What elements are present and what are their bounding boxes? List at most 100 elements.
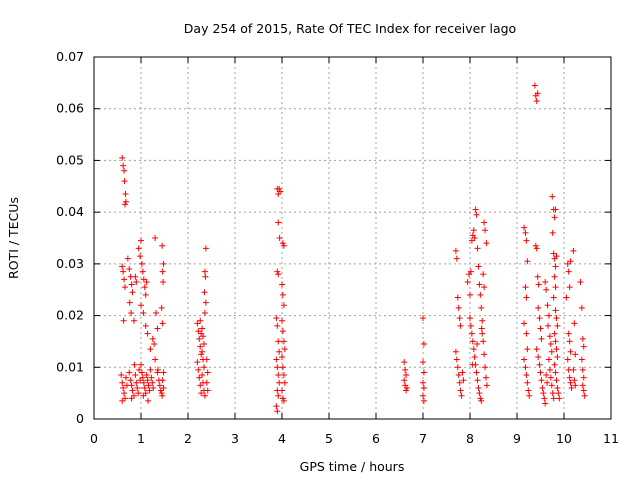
data-point bbox=[453, 255, 460, 262]
data-point bbox=[544, 379, 551, 386]
data-point bbox=[128, 309, 135, 316]
data-point bbox=[475, 384, 482, 391]
data-point bbox=[121, 390, 128, 397]
data-point bbox=[523, 330, 530, 337]
data-point bbox=[280, 372, 287, 379]
y-tick-label: 0.07 bbox=[56, 49, 84, 64]
data-point bbox=[579, 335, 586, 342]
data-point bbox=[538, 377, 545, 384]
data-point bbox=[578, 356, 585, 363]
data-point bbox=[120, 162, 127, 169]
y-axis-label: ROTI / TECUs bbox=[6, 197, 21, 279]
data-point bbox=[143, 372, 150, 379]
data-point bbox=[137, 377, 144, 384]
data-point bbox=[141, 284, 148, 291]
data-point bbox=[276, 348, 283, 355]
data-point bbox=[420, 359, 426, 366]
data-point bbox=[420, 379, 426, 386]
data-point bbox=[524, 258, 531, 265]
data-point bbox=[551, 361, 558, 368]
data-point bbox=[273, 315, 280, 322]
data-point bbox=[154, 325, 161, 332]
chart-title: Day 254 of 2015, Rate Of TEC Index for r… bbox=[184, 21, 516, 36]
data-point bbox=[420, 369, 427, 376]
data-point bbox=[554, 353, 561, 360]
data-point bbox=[121, 178, 128, 185]
data-point bbox=[137, 253, 144, 260]
data-point bbox=[565, 330, 572, 337]
y-tick-label: 0 bbox=[76, 411, 84, 426]
data-point bbox=[468, 330, 475, 337]
data-point bbox=[474, 245, 481, 252]
data-point bbox=[580, 387, 587, 394]
data-point bbox=[138, 302, 144, 309]
data-point bbox=[194, 320, 201, 327]
data-point bbox=[147, 346, 154, 353]
y-axis-tick-labels: 0 0.01 0.02 0.03 0.04 0.05 0.06 0.07 bbox=[56, 49, 84, 426]
data-point bbox=[279, 364, 286, 371]
data-point bbox=[531, 82, 538, 89]
data-point bbox=[533, 346, 540, 353]
x-tick-label: 11 bbox=[603, 431, 619, 446]
data-point bbox=[457, 322, 464, 329]
data-point bbox=[274, 408, 281, 415]
data-point bbox=[537, 369, 544, 376]
data-point bbox=[120, 384, 127, 391]
data-point bbox=[199, 348, 206, 355]
data-point bbox=[138, 361, 144, 368]
data-point bbox=[158, 304, 165, 311]
data-point bbox=[551, 214, 558, 221]
data-point bbox=[532, 242, 539, 249]
data-point bbox=[452, 348, 459, 355]
data-point bbox=[522, 284, 529, 291]
data-point bbox=[456, 315, 463, 322]
data-point bbox=[157, 387, 164, 394]
data-point bbox=[578, 304, 585, 311]
data-point bbox=[550, 294, 557, 301]
data-point bbox=[142, 322, 149, 329]
data-point bbox=[145, 397, 152, 404]
y-tick-label: 0.04 bbox=[56, 204, 84, 219]
data-point bbox=[553, 346, 560, 353]
data-point bbox=[546, 333, 553, 340]
data-point bbox=[567, 379, 574, 386]
data-point bbox=[154, 366, 161, 373]
data-point bbox=[568, 384, 575, 391]
data-point bbox=[475, 263, 482, 270]
data-point bbox=[273, 356, 280, 363]
data-point bbox=[159, 268, 166, 275]
data-point bbox=[133, 278, 140, 285]
data-point bbox=[279, 291, 286, 298]
data-point bbox=[401, 359, 408, 366]
data-point bbox=[280, 242, 287, 249]
data-point bbox=[131, 361, 138, 368]
data-point bbox=[525, 387, 532, 394]
data-point bbox=[200, 341, 207, 348]
data-point bbox=[460, 377, 467, 384]
data-point bbox=[201, 289, 208, 296]
data-point bbox=[199, 325, 206, 332]
data-point bbox=[279, 328, 286, 335]
data-point bbox=[536, 361, 543, 368]
data-point bbox=[478, 397, 485, 404]
data-point bbox=[136, 366, 143, 373]
data-point bbox=[470, 346, 477, 353]
data-point bbox=[552, 338, 559, 345]
data-point bbox=[535, 304, 542, 311]
axis-ticks bbox=[93, 56, 612, 420]
data-point bbox=[482, 374, 489, 381]
data-point bbox=[456, 379, 463, 386]
data-point bbox=[276, 379, 283, 386]
data-point bbox=[477, 395, 484, 402]
data-point bbox=[279, 281, 285, 288]
data-point bbox=[401, 377, 408, 384]
data-point bbox=[523, 294, 530, 301]
data-point bbox=[135, 390, 142, 397]
data-point bbox=[403, 372, 410, 379]
data-point bbox=[274, 322, 281, 329]
data-point bbox=[479, 317, 486, 324]
data-point bbox=[483, 240, 490, 247]
data-point bbox=[457, 387, 464, 394]
data-point bbox=[402, 366, 409, 373]
data-point bbox=[197, 317, 204, 324]
